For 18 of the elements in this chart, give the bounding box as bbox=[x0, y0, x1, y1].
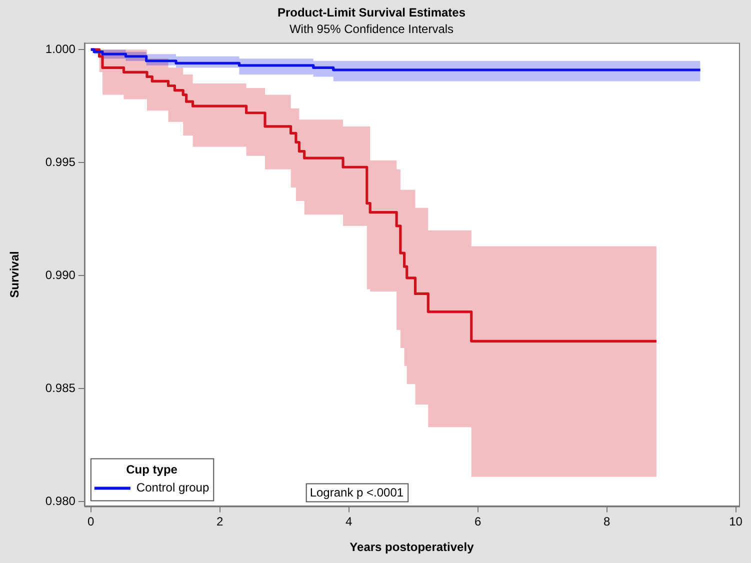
annotation: Logrank p <.0001 bbox=[310, 486, 404, 500]
y-tick-label: 0.990 bbox=[45, 268, 76, 282]
x-tick-label: 0 bbox=[88, 514, 95, 529]
x-tick-label: 6 bbox=[474, 514, 482, 529]
x-axis-title: Years postoperatively bbox=[350, 540, 474, 554]
y-tick-label: 0.980 bbox=[45, 494, 76, 508]
x-tick-label: 4 bbox=[345, 514, 352, 529]
x-tick-label: 8 bbox=[603, 514, 610, 529]
x-tick-label: 10 bbox=[729, 514, 743, 529]
legend-label: Control group bbox=[136, 480, 210, 495]
y-axis-title: Survival bbox=[8, 251, 22, 298]
legend-title: Cup type bbox=[126, 462, 178, 477]
y-tick-label: 0.995 bbox=[45, 154, 76, 169]
y-tick-label: 0.985 bbox=[45, 380, 76, 395]
chart-title: Product-Limit Survival Estimates bbox=[277, 6, 466, 20]
y-tick-label: 1.000 bbox=[45, 42, 76, 56]
chart-subtitle: With 95% Confidence Intervals bbox=[289, 22, 454, 36]
x-tick-label: 2 bbox=[216, 514, 224, 529]
